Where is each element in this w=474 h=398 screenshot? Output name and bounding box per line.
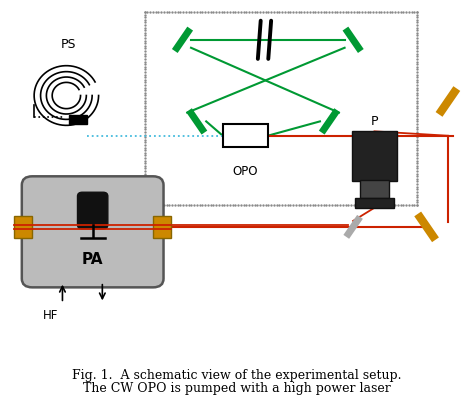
- Text: HF: HF: [43, 309, 58, 322]
- Text: P: P: [371, 115, 378, 129]
- Bar: [14, 216, 32, 238]
- Text: The CW OPO is pumped with a high power laser: The CW OPO is pumped with a high power l…: [83, 382, 391, 395]
- Text: OPO: OPO: [233, 165, 258, 178]
- Text: PS: PS: [61, 38, 76, 51]
- Bar: [153, 216, 171, 238]
- FancyBboxPatch shape: [78, 192, 108, 229]
- Bar: [352, 131, 397, 181]
- Bar: [355, 198, 394, 208]
- Bar: [360, 180, 389, 198]
- Text: PA: PA: [82, 252, 103, 267]
- Bar: [69, 115, 87, 124]
- Text: Fig. 1.  A schematic view of the experimental setup.: Fig. 1. A schematic view of the experime…: [72, 369, 402, 382]
- FancyBboxPatch shape: [22, 176, 164, 287]
- Bar: [223, 124, 268, 147]
